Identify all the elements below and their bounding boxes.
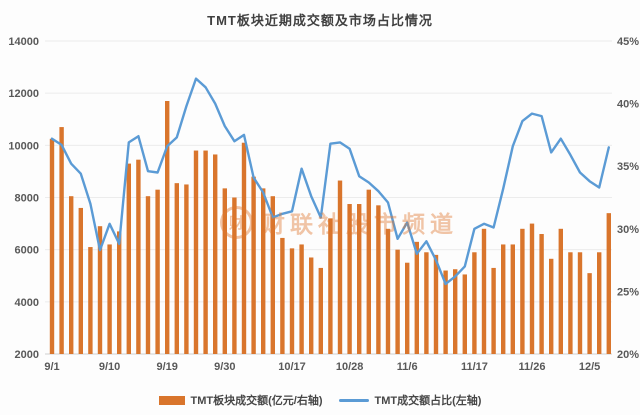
bar: [145, 196, 151, 354]
bar: [203, 150, 208, 354]
right-axis-tick-label: 35%: [617, 161, 639, 173]
bar: [117, 231, 122, 354]
bar: [280, 237, 285, 354]
legend-item-line-series: TMT成交额占比(左轴): [338, 392, 482, 408]
bar: [606, 213, 611, 354]
bar: [558, 228, 563, 354]
bar: [587, 273, 592, 354]
left-axis-tick-label: 14000: [8, 36, 39, 48]
line-series-swatch-icon: [338, 398, 369, 402]
x-axis-tick-label: 11/6: [397, 361, 418, 373]
right-axis-tick-label: 30%: [617, 224, 639, 236]
bar: [347, 204, 352, 354]
right-axis-tick-label: 20%: [617, 349, 639, 361]
bar-series-swatch-icon: [158, 395, 185, 405]
bar: [539, 234, 544, 354]
bar: [270, 196, 275, 354]
bar: [491, 267, 496, 354]
bar: [78, 207, 83, 354]
right-axis-tick-label: 40%: [617, 99, 639, 111]
bar: [395, 249, 400, 354]
left-axis-tick-label: 2000: [15, 349, 39, 361]
bar: [232, 197, 237, 354]
bar: [289, 248, 295, 354]
bar: [107, 244, 112, 354]
bar: [405, 262, 410, 354]
legend-bar-label: TMT板块成交额(亿元/右轴): [190, 395, 323, 407]
right-axis-tick-label: 45%: [617, 36, 639, 48]
bar: [472, 252, 477, 354]
bar: [568, 252, 573, 354]
bar: [126, 163, 131, 354]
bar: [328, 218, 333, 354]
x-axis-tick-label: 9/10: [99, 361, 120, 373]
x-axis-tick-label: 11/17: [461, 361, 488, 373]
bar: [337, 180, 343, 354]
x-axis-tick-label: 9/19: [156, 361, 177, 373]
bar: [520, 228, 525, 354]
chart-title: TMT板块近期成交额及市场占比情况: [207, 13, 433, 28]
bar: [251, 176, 256, 354]
bar: [414, 241, 419, 354]
bar: [136, 159, 141, 354]
bar: [299, 244, 304, 354]
bar: [597, 252, 602, 354]
bar: [165, 100, 170, 354]
bar: [357, 204, 362, 354]
left-axis-tick-label: 6000: [15, 245, 39, 257]
x-axis-tick-label: 10/28: [336, 361, 364, 373]
bar: [309, 257, 314, 354]
turnover-share-line: [50, 77, 610, 286]
left-axis-tick-label: 12000: [8, 88, 39, 100]
x-axis-tick-label: 11/26: [519, 361, 546, 373]
bar: [462, 274, 467, 354]
legend-line-label: TMT成交额占比(左轴): [374, 395, 482, 407]
bar: [193, 150, 199, 354]
bar: [481, 228, 487, 354]
bar: [88, 247, 93, 354]
right-axis-tick-label: 25%: [617, 286, 639, 298]
bar: [97, 226, 103, 354]
bar: [49, 138, 55, 354]
bar: [501, 244, 506, 354]
chart-legend: TMT板块成交额(亿元/右轴) TMT成交额占比(左轴): [0, 392, 640, 408]
bar: [385, 228, 391, 354]
x-axis-tick-label: 12/5: [579, 361, 600, 373]
x-axis-tick-label: 9/1: [44, 361, 59, 373]
x-axis-tick-label: 10/17: [278, 361, 306, 373]
bar: [433, 254, 439, 354]
bar: [577, 252, 583, 354]
bar: [184, 184, 189, 354]
bar: [376, 205, 381, 354]
bar: [424, 252, 429, 354]
bar: [174, 183, 179, 354]
bar: [510, 244, 515, 354]
bar: [453, 269, 458, 354]
bar: [69, 196, 74, 354]
bar: [155, 189, 160, 354]
bar: [366, 189, 371, 354]
legend-item-bar-series: TMT板块成交额(亿元/右轴): [158, 392, 323, 408]
bar: [59, 127, 64, 354]
bar: [261, 188, 266, 354]
bar: [549, 258, 554, 354]
x-axis-tick-label: 9/30: [214, 361, 235, 373]
bar: [443, 270, 448, 354]
bar: [241, 142, 247, 354]
bar: [213, 154, 218, 354]
bar: [318, 267, 323, 354]
bar-series: [49, 100, 611, 354]
left-axis-tick-label: 10000: [8, 140, 39, 152]
left-axis-tick-label: 8000: [15, 193, 39, 205]
left-axis-tick-label: 4000: [15, 297, 39, 309]
bar: [529, 223, 535, 354]
bar: [222, 188, 227, 354]
